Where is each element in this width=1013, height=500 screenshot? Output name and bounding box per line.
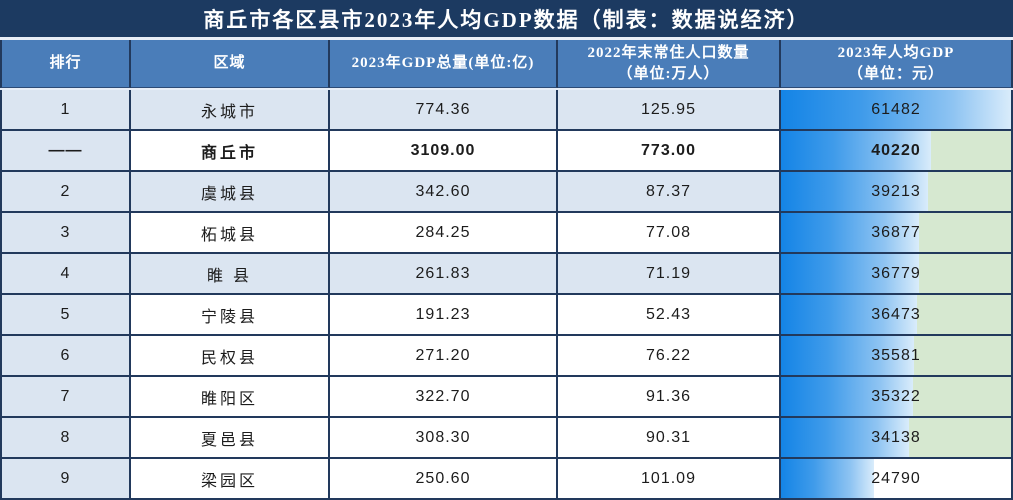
rank-cell: 2: [0, 172, 131, 211]
population-cell: 91.36: [558, 377, 781, 416]
per-capita-cell: 35581: [781, 336, 1013, 375]
population-cell: 101.09: [558, 459, 781, 498]
per-capita-value: 35322: [871, 387, 921, 405]
gdp-databar: [781, 377, 914, 416]
header-gdp-label: 2023年GDP总量(单位:亿): [351, 55, 535, 72]
per-capita-cell: 24790: [781, 459, 1013, 498]
region-cell: 永城市: [131, 90, 330, 129]
region-cell: 梁园区: [131, 459, 330, 498]
per-capita-value: 34138: [871, 428, 921, 446]
table-row: 9 梁园区 250.60 101.09 24790: [0, 459, 1013, 500]
region-cell: 虞城县: [131, 172, 330, 211]
per-capita-value: 39213: [871, 182, 921, 200]
header-gdp: 2023年GDP总量(单位:亿): [330, 40, 558, 88]
header-divider: [0, 88, 1013, 90]
rank-cell: 7: [0, 377, 131, 416]
population-cell: 125.95: [558, 90, 781, 129]
gdp-cell: 774.36: [330, 90, 558, 129]
gdp-cell: 3109.00: [330, 131, 558, 170]
table-row: 8 夏邑县 308.30 90.31 34138: [0, 418, 1013, 459]
gdp-cell: 308.30: [330, 418, 558, 457]
population-cell: 773.00: [558, 131, 781, 170]
gdp-databar: [781, 90, 1011, 129]
population-cell: 71.19: [558, 254, 781, 293]
per-capita-cell: 36779: [781, 254, 1013, 293]
population-cell: 87.37: [558, 172, 781, 211]
population-cell: 90.31: [558, 418, 781, 457]
table-body: 1 永城市 774.36 125.95 61482 —— 商丘市 3109.00 773.00 4…: [0, 90, 1013, 500]
header-region: 区域: [131, 40, 330, 88]
region-cell: 宁陵县: [131, 295, 330, 334]
region-cell: 民权县: [131, 336, 330, 375]
per-capita-cell: 39213: [781, 172, 1013, 211]
table-header-row: 排行 区域 2023年GDP总量(单位:亿) 2022年末常住人口数量 （单位:…: [0, 40, 1013, 88]
per-capita-value: 36877: [871, 223, 921, 241]
rank-cell: 6: [0, 336, 131, 375]
population-cell: 52.43: [558, 295, 781, 334]
header-rank: 排行: [0, 40, 131, 88]
per-capita-value: 36473: [871, 305, 921, 323]
gdp-databar: [781, 336, 915, 375]
per-capita-cell: 40220: [781, 131, 1013, 170]
header-per-capita-label-line1: 2023年人均GDP: [837, 45, 955, 62]
rank-cell: 4: [0, 254, 131, 293]
rank-cell: 3: [0, 213, 131, 252]
rank-cell: 8: [0, 418, 131, 457]
gdp-cell: 322.70: [330, 377, 558, 416]
rank-cell: ——: [0, 131, 131, 170]
population-cell: 77.08: [558, 213, 781, 252]
per-capita-cell: 61482: [781, 90, 1013, 129]
gdp-databar: [781, 172, 928, 211]
header-rank-label: 排行: [49, 55, 82, 72]
gdp-cell: 191.23: [330, 295, 558, 334]
header-population: 2022年末常住人口数量 （单位:万人）: [558, 40, 781, 88]
per-capita-cell: 36877: [781, 213, 1013, 252]
table-row: 6 民权县 271.20 76.22 35581: [0, 336, 1013, 377]
population-cell: 76.22: [558, 336, 781, 375]
region-cell: 夏邑县: [131, 418, 330, 457]
per-capita-value: 61482: [871, 100, 921, 118]
gdp-databar: [781, 213, 919, 252]
header-population-label-line1: 2022年末常住人口数量: [587, 45, 750, 62]
gdp-cell: 342.60: [330, 172, 558, 211]
per-capita-value: 36779: [871, 264, 921, 282]
gdp-databar: [781, 254, 919, 293]
table-row: —— 商丘市 3109.00 773.00 40220: [0, 131, 1013, 172]
title-divider: [0, 37, 1013, 40]
table-row: 7 睢阳区 322.70 91.36 35322: [0, 377, 1013, 418]
header-population-label-line2: （单位:万人）: [617, 65, 720, 82]
per-capita-cell: 34138: [781, 418, 1013, 457]
gdp-cell: 271.20: [330, 336, 558, 375]
per-capita-value: 24790: [871, 469, 921, 487]
per-capita-value: 35581: [871, 346, 921, 364]
gdp-cell: 284.25: [330, 213, 558, 252]
page-title: 商丘市各区县市2023年人均GDP数据（制表：数据说经济）: [0, 0, 1013, 37]
region-cell: 柘城县: [131, 213, 330, 252]
gdp-databar: [781, 418, 909, 457]
per-capita-cell: 36473: [781, 295, 1013, 334]
header-region-label: 区域: [213, 55, 246, 72]
gdp-databar: [781, 131, 932, 170]
gdp-databar: [781, 459, 874, 498]
region-cell: 睢阳区: [131, 377, 330, 416]
rank-cell: 1: [0, 90, 131, 129]
gdp-databar: [781, 295, 918, 334]
rank-cell: 9: [0, 459, 131, 498]
per-capita-cell: 35322: [781, 377, 1013, 416]
per-capita-value: 40220: [871, 141, 921, 159]
gdp-cell: 261.83: [330, 254, 558, 293]
header-per-capita-label-line2: （单位：元）: [847, 65, 944, 82]
rank-cell: 5: [0, 295, 131, 334]
table-row: 2 虞城县 342.60 87.37 39213: [0, 172, 1013, 213]
region-cell: 睢 县: [131, 254, 330, 293]
table-row: 1 永城市 774.36 125.95 61482: [0, 90, 1013, 131]
region-cell: 商丘市: [131, 131, 330, 170]
table-row: 3 柘城县 284.25 77.08 36877: [0, 213, 1013, 254]
table-row: 5 宁陵县 191.23 52.43 36473: [0, 295, 1013, 336]
gdp-cell: 250.60: [330, 459, 558, 498]
header-per-capita: 2023年人均GDP （单位：元）: [781, 40, 1013, 88]
